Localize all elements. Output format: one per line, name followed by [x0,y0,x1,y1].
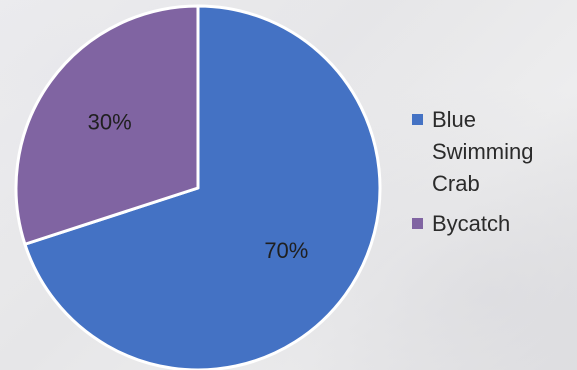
pie-slice-blue-swimming-crab [23,4,382,370]
legend-label-bycatch: Bycatch [432,211,511,236]
legend-item-bycatch: Bycatch [412,208,577,240]
data-label-bycatch: 30% [88,110,132,135]
pie-slice-bycatch [14,4,200,246]
chart-legend: Blue Swimming Crab Bycatch [412,104,577,248]
legend-label-blue-swimming-crab: Blue Swimming Crab [432,107,534,196]
legend-item-blue-swimming-crab: Blue Swimming Crab [412,104,577,200]
pie-data-labels: 70% 30% [88,110,309,263]
data-label-blue-swimming-crab: 70% [264,238,308,263]
legend-swatch-blue-swimming-crab [412,114,423,125]
legend-swatch-bycatch [412,218,423,229]
pie-slices [14,4,382,370]
